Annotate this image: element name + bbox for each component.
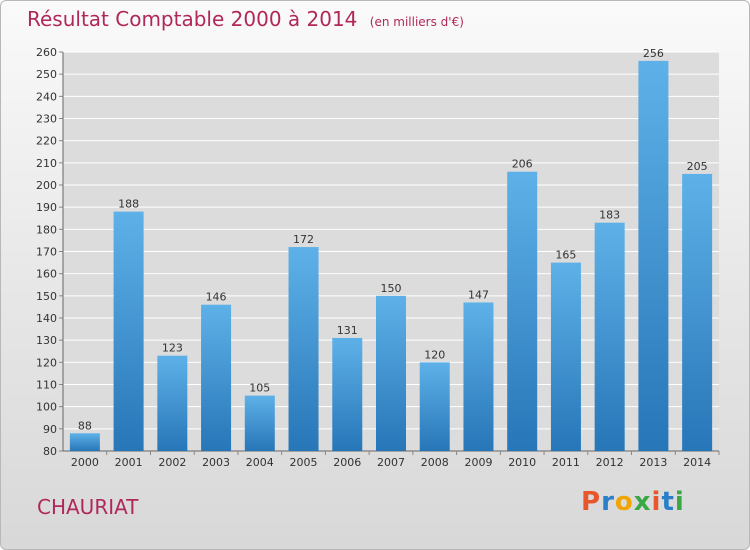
bar	[463, 302, 494, 451]
bar-value-label: 123	[162, 342, 183, 355]
logo-letter: t	[661, 487, 675, 517]
x-tick-label: 2005	[290, 456, 318, 469]
y-tick-label: 230	[36, 113, 57, 126]
y-tick-label: 260	[36, 46, 57, 59]
chart-title: Résultat Comptable 2000 à 2014 (en milli…	[27, 7, 464, 31]
x-tick-label: 2009	[464, 456, 492, 469]
y-tick-label: 190	[36, 201, 57, 214]
bar	[594, 222, 625, 451]
y-tick-label: 90	[43, 423, 57, 436]
y-tick-label: 100	[36, 401, 57, 414]
chart-title-text: Résultat Comptable 2000 à 2014	[27, 7, 358, 31]
x-tick-label: 2013	[639, 456, 667, 469]
y-tick-label: 170	[36, 246, 57, 259]
y-tick-label: 240	[36, 90, 57, 103]
y-tick-label: 150	[36, 290, 57, 303]
place-name: CHAURIAT	[37, 495, 139, 519]
proxiti-logo: Proxiti	[581, 487, 685, 517]
bar-value-label: 165	[555, 249, 576, 262]
bar-value-label: 256	[643, 47, 664, 60]
bar	[638, 60, 669, 451]
y-tick-label: 80	[43, 445, 57, 458]
bar-value-label: 88	[78, 419, 92, 432]
bar-value-label: 188	[118, 198, 139, 211]
x-tick-label: 2008	[421, 456, 449, 469]
x-tick-label: 2012	[596, 456, 624, 469]
logo-letter: i	[651, 487, 662, 517]
bar-value-label: 131	[337, 324, 358, 337]
bar-value-label: 146	[206, 291, 227, 304]
y-tick-label: 160	[36, 268, 57, 281]
bar-value-label: 105	[249, 382, 270, 395]
bar-value-label: 205	[687, 160, 708, 173]
bar	[288, 247, 319, 451]
bar	[332, 337, 363, 451]
bar-value-label: 183	[599, 209, 620, 222]
bar	[419, 362, 450, 451]
bar	[376, 295, 406, 451]
y-tick-label: 140	[36, 312, 57, 325]
y-tick-label: 220	[36, 135, 57, 148]
logo-letter: x	[633, 487, 652, 517]
bar-value-label: 147	[468, 288, 489, 301]
y-tick-label: 180	[36, 223, 57, 236]
x-tick-label: 2014	[683, 456, 711, 469]
bar	[69, 433, 100, 451]
bar	[507, 171, 538, 451]
bar	[113, 211, 144, 451]
x-tick-label: 2010	[508, 456, 536, 469]
x-tick-label: 2003	[202, 456, 230, 469]
y-tick-label: 120	[36, 356, 57, 369]
chart-subtitle: (en milliers d'€)	[369, 15, 464, 29]
y-tick-label: 130	[36, 334, 57, 347]
y-tick-label: 250	[36, 68, 57, 81]
bar-value-label: 172	[293, 233, 314, 246]
x-tick-label: 2006	[333, 456, 361, 469]
bar-value-label: 206	[512, 158, 533, 171]
bar	[244, 395, 275, 451]
x-tick-label: 2011	[552, 456, 580, 469]
x-tick-label: 2002	[158, 456, 186, 469]
y-tick-label: 200	[36, 179, 57, 192]
bar	[682, 173, 713, 451]
bar	[550, 262, 581, 451]
logo-letter: r	[601, 487, 615, 517]
x-tick-label: 2007	[377, 456, 405, 469]
y-tick-label: 210	[36, 157, 57, 170]
x-tick-label: 2000	[71, 456, 99, 469]
bar-value-label: 150	[381, 282, 402, 295]
bar-value-label: 120	[424, 348, 445, 361]
logo-letter: i	[674, 487, 685, 517]
bar	[157, 355, 188, 451]
logo-letter: P	[581, 487, 602, 517]
x-tick-label: 2004	[246, 456, 274, 469]
logo-letter: o	[614, 487, 634, 517]
bar	[201, 304, 232, 451]
y-tick-label: 110	[36, 379, 57, 392]
x-tick-label: 2001	[115, 456, 143, 469]
